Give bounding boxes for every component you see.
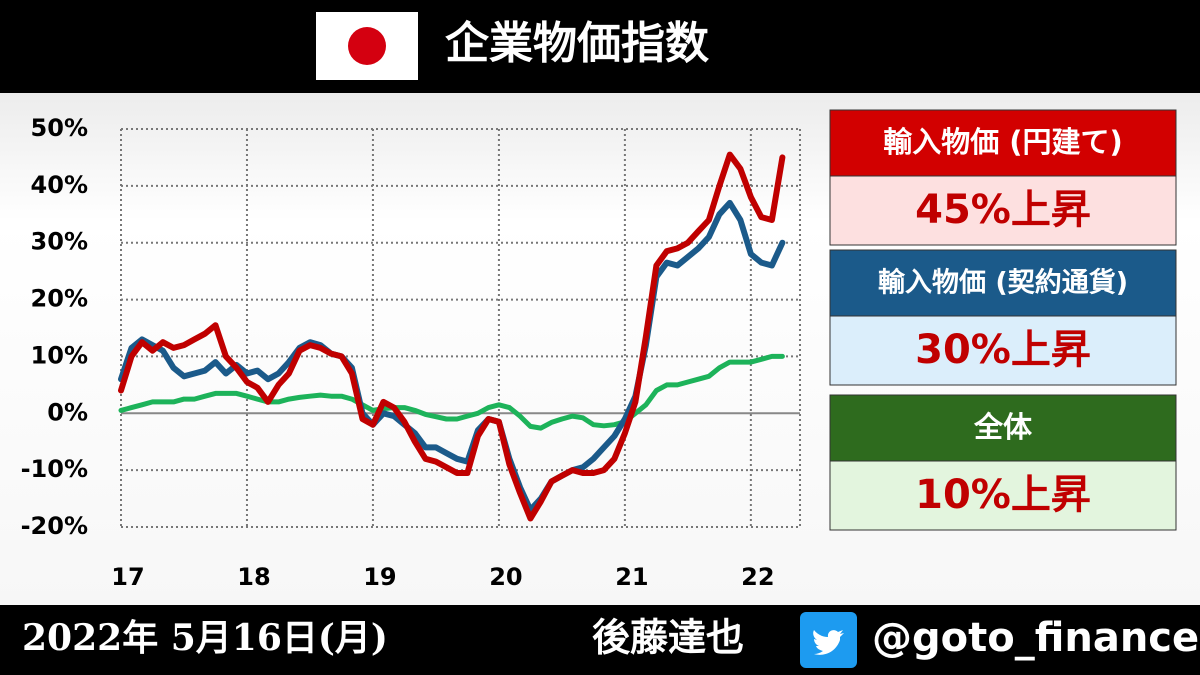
panel-title: 輸入物価 (円建て)	[883, 125, 1123, 159]
y-tick-label: 0%	[47, 398, 88, 426]
panel-title: 全体	[973, 410, 1033, 444]
panel-header	[829, 394, 1177, 462]
y-tick-label: 50%	[31, 114, 88, 142]
panel-value: 30%上昇	[915, 327, 1091, 373]
header-bar	[0, 0, 1200, 93]
panel-body	[829, 460, 1177, 531]
x-tick-label: 18	[237, 563, 270, 591]
date: 2022年 5月16日(月)	[22, 617, 388, 659]
panel-header	[829, 249, 1177, 317]
series-line	[118, 353, 785, 431]
y-tick-label: -20%	[21, 512, 88, 540]
y-tick-label: 30%	[31, 228, 88, 256]
panel-title: 輸入物価 (契約通貨)	[878, 267, 1128, 299]
x-tick-label: 20	[489, 563, 522, 591]
series-line	[118, 151, 786, 522]
footer-bar	[0, 605, 1200, 675]
handle: @goto_finance	[872, 615, 1199, 661]
y-tick-label: 20%	[31, 285, 88, 313]
title: 企業物価指数	[445, 18, 709, 69]
twitter-bird	[813, 630, 844, 655]
x-tick-label: 17	[111, 563, 144, 591]
panel-value: 45%上昇	[915, 187, 1091, 233]
panel-header	[829, 109, 1177, 177]
flag-sun	[348, 27, 386, 65]
panel-value: 10%上昇	[915, 472, 1091, 518]
panel-body	[829, 175, 1177, 246]
series-line	[118, 199, 786, 513]
x-tick-label: 19	[363, 563, 396, 591]
panel-body	[829, 315, 1177, 386]
author: 後藤達也	[592, 616, 744, 660]
y-tick-label: 40%	[31, 171, 88, 199]
y-tick-label: -10%	[21, 455, 88, 483]
x-tick-label: 22	[741, 563, 774, 591]
y-tick-label: 10%	[31, 341, 88, 369]
x-tick-label: 21	[615, 563, 648, 591]
